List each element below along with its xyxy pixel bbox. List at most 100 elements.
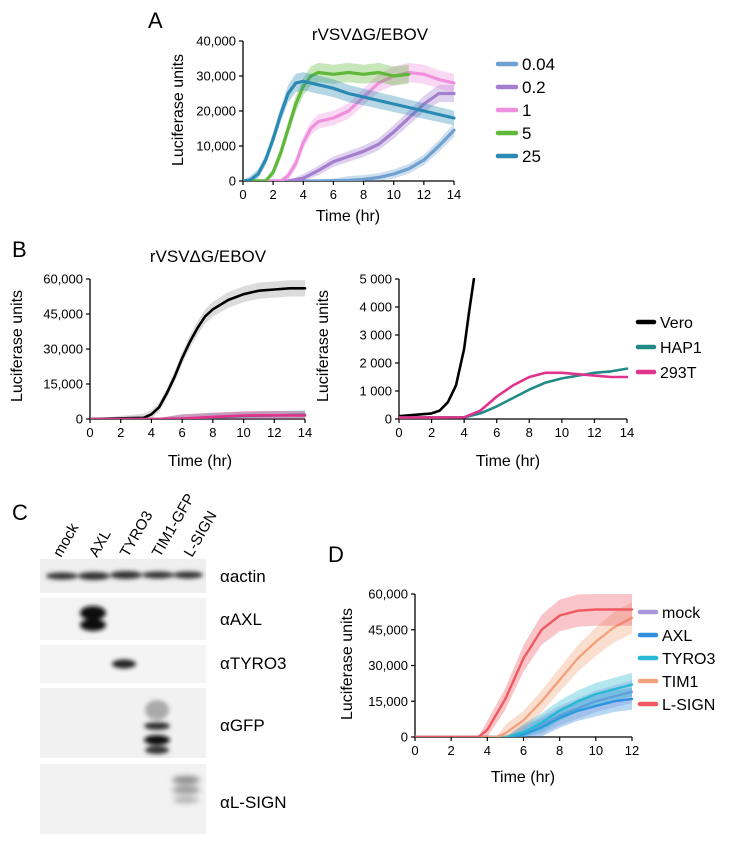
- chart-b-right-y-tick-label: 4 000: [359, 300, 392, 315]
- chart-b-right-y-tick-label: 3 000: [359, 328, 392, 343]
- chart-d-x-tick-label: 8: [556, 743, 563, 758]
- legend-label-vero: Vero: [660, 315, 693, 332]
- chart-b-left-x-tick-label: 4: [148, 425, 155, 440]
- chart-d-x-tick-label: 6: [520, 743, 527, 758]
- panel-label-d: D: [328, 542, 344, 567]
- series-band-l-sign: [415, 594, 632, 737]
- western-blot: mock AXL TYRO3 TIM1-GFP L-SIGN: [40, 491, 287, 834]
- chart-d-y-tick-label: 30,000: [368, 658, 408, 673]
- series-band-axl: [415, 688, 632, 737]
- chart-b-right-x-tick-label: 8: [526, 425, 533, 440]
- series-line-l-sign: [415, 608, 634, 737]
- chart-b-right-x-tick-label: 4: [461, 425, 468, 440]
- chart-b-left-x-tick-label: 0: [86, 425, 93, 440]
- series-line-293t: [90, 414, 307, 419]
- chart-b-left-x-tick-label: 14: [298, 425, 312, 440]
- chart-d-y-tick-label: 0: [401, 730, 408, 745]
- series-line-293t: [399, 371, 629, 419]
- tyro3-band: [112, 659, 136, 669]
- actin-band-mock: [46, 572, 78, 580]
- lane-label-mock: mock: [50, 520, 83, 560]
- chart-a-y-tick-label: 0: [229, 174, 236, 189]
- legend-label-1: 1: [522, 101, 531, 120]
- series-line-vero: [399, 277, 476, 418]
- blot-row-gfp: [40, 688, 206, 758]
- chart-b-left-y-tick-label: 60,000: [43, 272, 83, 287]
- chart-b-left-y-tick-label: 15,000: [43, 377, 83, 392]
- gfp-band-smear: [145, 700, 169, 720]
- series-band-1: [243, 62, 454, 181]
- series-band-tyro3: [415, 672, 632, 737]
- legend-label-25: 25: [522, 147, 541, 166]
- chart-a-title: rVSVΔG/EBOV: [312, 25, 429, 44]
- axl-band: [80, 606, 106, 620]
- chart-b-left-x-tick-label: 10: [236, 425, 250, 440]
- chart-a-x-tick-label: 0: [239, 187, 246, 202]
- blot-label-tyro3: αTYRO3: [220, 654, 287, 673]
- chart-b-left: rVSVΔG/EBOV Luciferase units Time (hr) 0…: [9, 247, 312, 470]
- blot-label-axl: αAXL: [220, 610, 262, 629]
- blot-label-l-sign: αL-SIGN: [220, 793, 287, 812]
- chart-b-right: Luciferase units Time (hr) 0 2 4 6 8 10 12 14 0 1…: [315, 272, 702, 471]
- chart-a-y-tick-label: 10,000: [196, 139, 236, 154]
- gfp-band-2: [144, 735, 170, 745]
- chart-b-right-x-tick-label: 14: [620, 425, 634, 440]
- chart-b-right-y-tick-label: 5 000: [359, 272, 392, 287]
- chart-b-right-x-tick-label: 12: [587, 425, 601, 440]
- series-line-1: [243, 70, 456, 181]
- gfp-band-3: [145, 746, 169, 754]
- chart-b-right-y-tick-label: 2 000: [359, 356, 392, 371]
- legend-label-tim1: TIM1: [662, 674, 699, 691]
- legend-label-0-2: 0.2: [522, 78, 546, 97]
- legend-label-axl: AXL: [662, 628, 692, 645]
- chart-d: Luciferase units Time (hr) 0 2 4 6 8 10 12 0 15,…: [339, 587, 715, 787]
- chart-d-y-tick-label: 15,000: [368, 694, 408, 709]
- chart-a-x-tick-label: 10: [386, 187, 400, 202]
- chart-d-x-tick-label: 4: [484, 743, 491, 758]
- chart-b-right-x-tick-label: 6: [493, 425, 500, 440]
- series-band-tim1: [415, 602, 632, 737]
- chart-d-series-group: [415, 594, 634, 737]
- l-sign-band-3: [173, 797, 199, 803]
- chart-d-y-tick-label: 45,000: [368, 622, 408, 637]
- legend-label-293t: 293T: [660, 365, 697, 382]
- chart-b-left-xlabel: Time (hr): [168, 453, 232, 470]
- panel-label-c: C: [12, 500, 28, 525]
- chart-b-left-y-tick-label: 30,000: [43, 342, 83, 357]
- chart-b-left-series-group: [90, 280, 307, 419]
- chart-a-series-group: [243, 62, 456, 181]
- l-sign-band-2: [172, 786, 200, 794]
- chart-d-x-tick-label: 2: [448, 743, 455, 758]
- lane-label-axl: AXL: [86, 527, 115, 560]
- chart-b-right-series-group: [399, 277, 629, 419]
- actin-band-tyro3: [110, 571, 142, 579]
- legend-label-5: 5: [522, 124, 531, 143]
- chart-b-left-y-tick-label: 0: [76, 412, 83, 427]
- series-line-vero: [90, 287, 307, 419]
- chart-d-x-tick-label: 0: [411, 743, 418, 758]
- chart-b-left-title: rVSVΔG/EBOV: [150, 247, 267, 266]
- actin-band-tim1: [142, 571, 174, 579]
- chart-b-left-x-tick-label: 6: [179, 425, 186, 440]
- chart-b-left-ylabel: Luciferase units: [9, 290, 26, 402]
- legend-label-0-04: 0.04: [522, 55, 555, 74]
- chart-a: rVSVΔG/EBOV Luciferase units Time (hr) 0…: [170, 25, 555, 225]
- chart-a-x-tick-label: 12: [417, 187, 431, 202]
- series-line-25: [243, 79, 456, 181]
- chart-b-right-ylabel: Luciferase units: [315, 290, 332, 402]
- chart-b-right-xlabel: Time (hr): [476, 453, 540, 470]
- chart-b-left-y-tick-label: 45,000: [43, 307, 83, 322]
- chart-b-left-x-tick-label: 12: [267, 425, 281, 440]
- legend-label-mock: mock: [662, 605, 701, 622]
- gfp-band-1: [144, 722, 170, 730]
- series-band-25: [243, 72, 454, 181]
- chart-b-right-y-tick-label: 1 000: [359, 384, 392, 399]
- series-band-293t: [90, 411, 305, 419]
- legend-label-hap1: HAP1: [660, 340, 702, 357]
- chart-a-x-tick-label: 4: [300, 187, 307, 202]
- chart-b-right-x-tick-label: 10: [555, 425, 569, 440]
- legend-label-l-sign: L-SIGN: [662, 697, 715, 714]
- chart-d-ylabel: Luciferase units: [339, 608, 356, 720]
- chart-b-right-y-tick-label: 0: [385, 412, 392, 427]
- chart-a-x-tick-label: 14: [447, 187, 461, 202]
